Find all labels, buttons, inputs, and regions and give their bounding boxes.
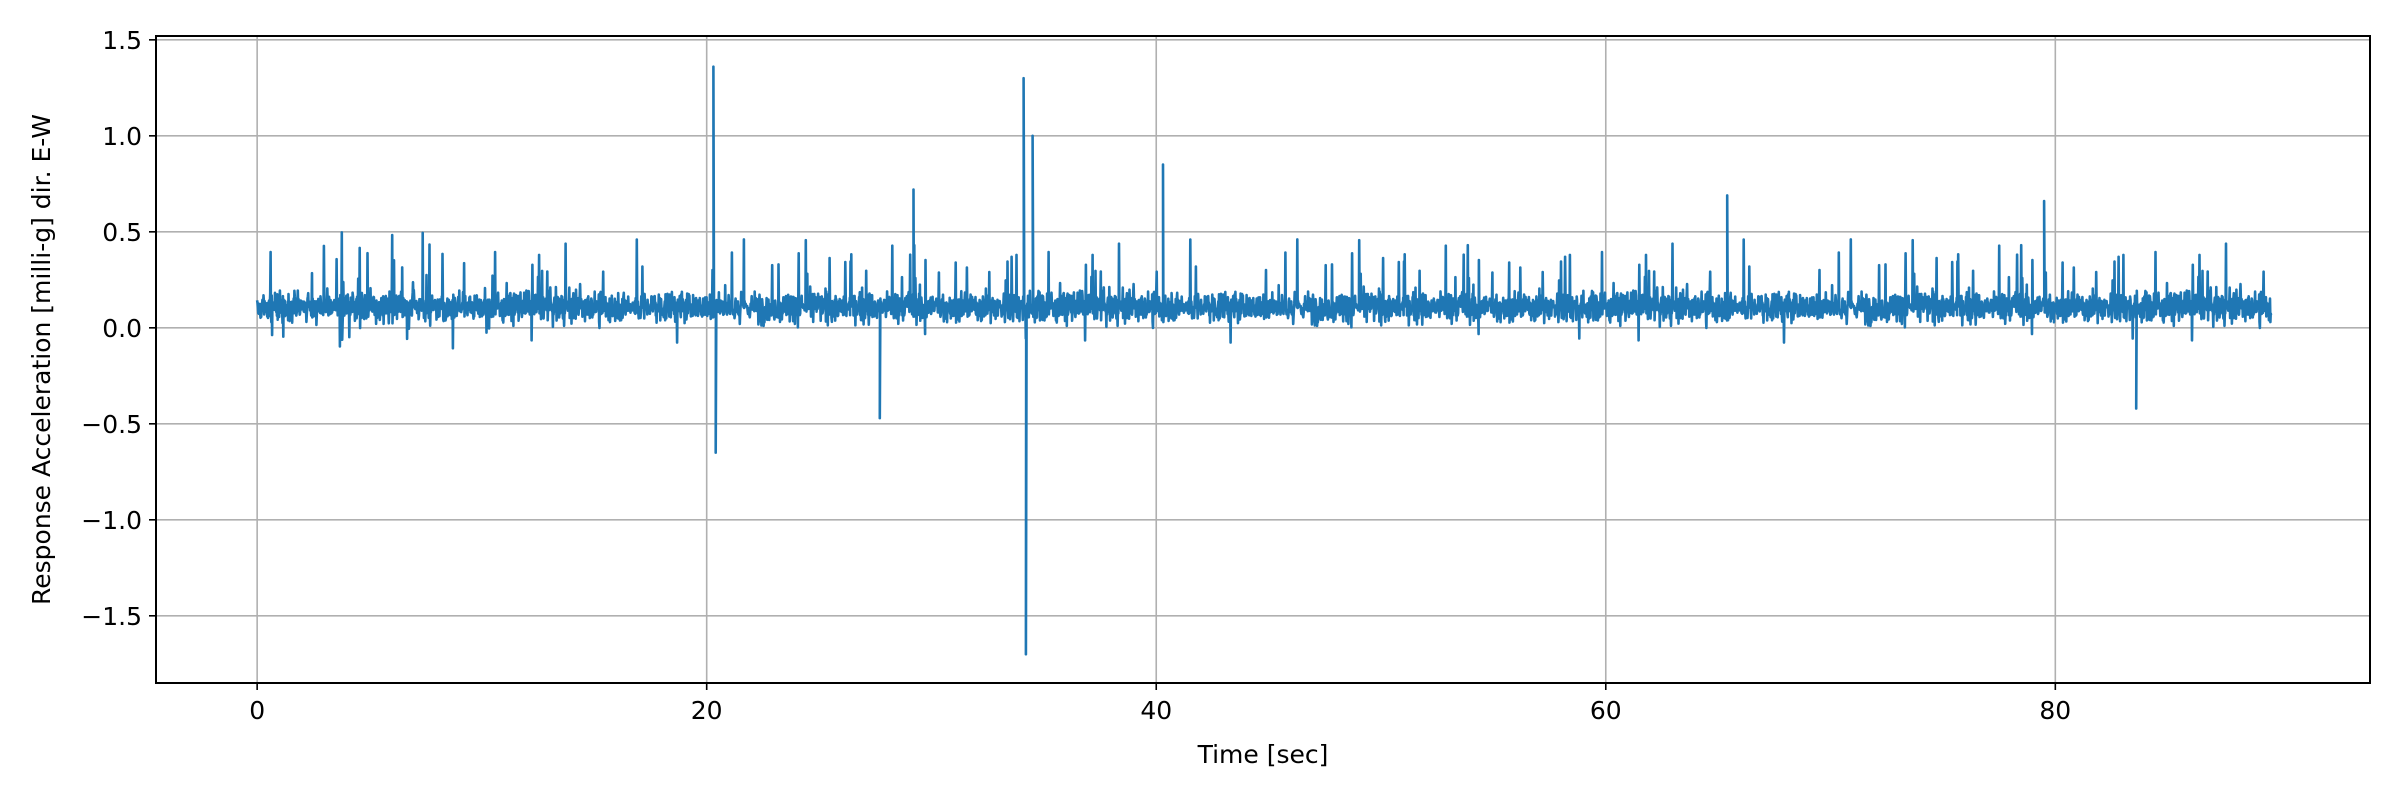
x-tick-label: 80 — [2039, 696, 2071, 725]
x-tick-label: 0 — [249, 696, 265, 725]
x-axis-label: Time [sec] — [1197, 740, 1329, 769]
grid-lines — [156, 36, 2370, 683]
y-tick-label: −1.0 — [81, 506, 142, 535]
y-tick-label: −1.5 — [81, 602, 142, 631]
series-line — [255, 65, 2273, 656]
y-tick-label: 0.0 — [102, 314, 142, 343]
y-tick-label: −0.5 — [81, 410, 142, 439]
y-tick-label: 1.5 — [102, 26, 142, 55]
x-tick-label: 60 — [1590, 696, 1622, 725]
y-tick-label: 1.0 — [102, 122, 142, 151]
x-tick-label: 20 — [691, 696, 723, 725]
y-tick-label: 0.5 — [102, 218, 142, 247]
plot-frame — [155, 35, 2371, 684]
x-axis: 0 20 40 60 80 — [249, 683, 2071, 725]
series-layer — [255, 65, 2273, 656]
y-axis-label: Response Acceleration [milli-g] dir. E-W — [27, 114, 56, 605]
x-tick-label: 40 — [1140, 696, 1172, 725]
y-axis: 1.5 1.0 0.5 0.0 −0.5 −1.0 −1.5 — [81, 26, 156, 631]
